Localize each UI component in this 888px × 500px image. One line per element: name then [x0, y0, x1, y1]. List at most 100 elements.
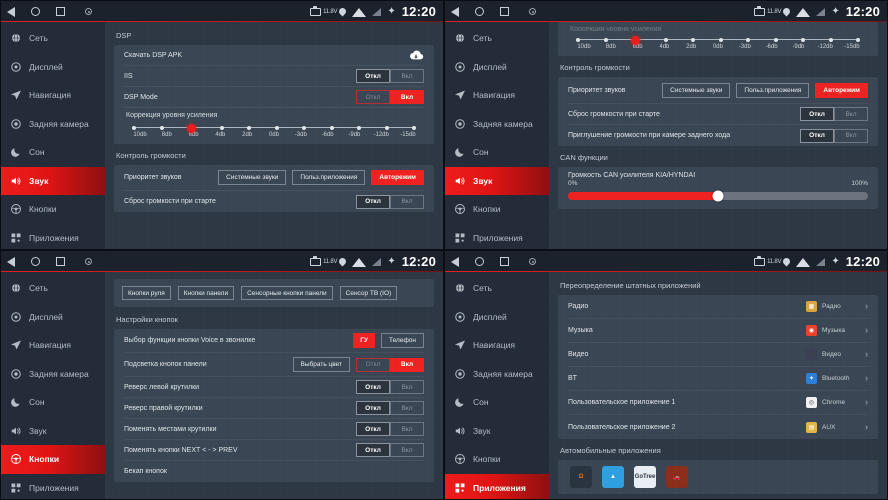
toggle-on-option[interactable]: Вкл	[390, 422, 424, 436]
gain-tick[interactable]	[663, 38, 668, 42]
recent-apps-icon[interactable]	[56, 257, 65, 266]
app-override-value-group[interactable]: ◉ Музыка ›	[806, 325, 868, 336]
priority-option-auto[interactable]: Авторежим	[371, 170, 424, 185]
gain-tick[interactable]	[274, 126, 279, 130]
app-override-row[interactable]: BT ✦ Bluetooth ›	[568, 367, 868, 391]
recent-apps-icon[interactable]	[500, 257, 509, 266]
row-volume-reset-on-start-partial[interactable]: Сброс громкости при старте Откл Вкл	[124, 191, 424, 212]
reverse-left-knob-toggle[interactable]: Откл Вкл	[356, 380, 424, 394]
chevron-right-icon[interactable]: ›	[865, 349, 868, 359]
row-reverse-right-knob[interactable]: Реверс правой крутилки Откл Вкл	[124, 398, 424, 419]
gain-tick[interactable]	[746, 38, 750, 42]
gain-tick-selected[interactable]	[187, 123, 196, 133]
toggle-off-option[interactable]: Откл	[356, 357, 390, 372]
row-swap-knobs[interactable]: Поменять местами крутилки Откл Вкл	[124, 419, 424, 440]
tpms-app-icon[interactable]: Ω	[570, 466, 592, 488]
sidebar-item-6[interactable]: Звук	[445, 417, 549, 446]
sidebar-item-5[interactable]: Сон	[445, 138, 549, 167]
voice-option-phone[interactable]: Телефон	[381, 333, 424, 348]
car-apps-list[interactable]: Ω ▲ GoTree 🚗	[568, 460, 868, 494]
toggle-off-option[interactable]: Откл	[356, 380, 390, 394]
gain-tick[interactable]	[329, 126, 334, 130]
sidebar-item-5[interactable]: Сон	[1, 388, 105, 417]
row-voice-button-function[interactable]: Выбор функции кнопки Voice в звонилке ГУ…	[124, 329, 424, 353]
app-override-row[interactable]: Пользовательское приложение 2 ▤ AUX ›	[568, 415, 868, 439]
sidebar-item-6[interactable]: Звук	[1, 417, 105, 446]
priority-options[interactable]: Системные звуки Польз.приложения Автореж…	[218, 170, 424, 185]
sidebar-4[interactable]: Сеть Дисплей Навигация Задняя камера Сон Звук…	[445, 272, 549, 499]
gain-track[interactable]	[576, 35, 860, 45]
buttons-tabs[interactable]: Кнопки руля Кнопки панели Сенсорные кноп…	[114, 279, 434, 307]
android-nav-buttons[interactable]	[451, 6, 536, 17]
gain-tick[interactable]	[801, 38, 805, 42]
toggle-on-option[interactable]: Вкл	[390, 380, 424, 394]
tab-panel-buttons[interactable]: Кнопки панели	[177, 286, 235, 300]
priority-option-user-apps[interactable]: Польз.приложения	[292, 170, 366, 185]
gain-tick[interactable]	[247, 126, 251, 130]
sidebar-item-1[interactable]: Сеть	[1, 274, 105, 303]
sidebar-1[interactable]: Сеть Дисплей Навигация Задняя камера Сон Звук…	[1, 22, 105, 249]
sidebar-item-5[interactable]: Сон	[445, 388, 549, 417]
toggle-on-option[interactable]: Вкл	[834, 128, 868, 143]
toggle-off-option[interactable]: Откл	[356, 69, 390, 83]
chevron-right-icon[interactable]: ›	[865, 301, 868, 311]
app-override-value-group[interactable]: ◎ Chrome ›	[806, 397, 868, 408]
toggle-on-option[interactable]: Вкл	[834, 107, 868, 121]
swap-next-prev-toggle[interactable]: Откл Вкл	[356, 443, 424, 457]
sidebar-item-8[interactable]: Приложения	[445, 473, 549, 499]
panel-backlight-toggle[interactable]: Откл Вкл	[356, 357, 424, 372]
sidebar-item-3[interactable]: Навигация	[445, 81, 549, 110]
toggle-on-option[interactable]: Вкл	[390, 401, 424, 415]
row-panel-backlight[interactable]: Подсветка кнопок панели Выбрать цвет Отк…	[124, 353, 424, 377]
sidebar-item-2[interactable]: Дисплей	[445, 303, 549, 332]
home-icon[interactable]	[31, 257, 40, 266]
gain-tick[interactable]	[576, 38, 580, 42]
sidebar-item-3[interactable]: Навигация	[1, 81, 105, 110]
app-override-value-group[interactable]: ✦ Bluetooth ›	[806, 373, 868, 384]
sidebar-item-3[interactable]: Навигация	[445, 331, 549, 360]
row-reverse-left-knob[interactable]: Реверс левой крутилки Откл Вкл	[124, 377, 424, 398]
app-override-value-group[interactable]: ◍ Видео ›	[806, 349, 868, 360]
nav-arrow-app-icon[interactable]: ▲	[602, 466, 624, 488]
recent-apps-icon[interactable]	[56, 7, 65, 16]
back-icon[interactable]	[451, 256, 459, 267]
priority-option-user-apps[interactable]: Польз.приложения	[736, 82, 810, 98]
gain-tick[interactable]	[159, 126, 164, 130]
priority-option-system[interactable]: Системные звуки	[662, 82, 731, 98]
gain-tick[interactable]	[412, 126, 416, 130]
dot-icon[interactable]	[85, 8, 92, 15]
sidebar-item-1[interactable]: Сеть	[1, 24, 105, 53]
car-game-app-icon[interactable]: 🚗	[666, 466, 688, 488]
chevron-right-icon[interactable]: ›	[865, 373, 868, 383]
sidebar-item-2[interactable]: Дисплей	[445, 53, 549, 82]
sidebar-item-6[interactable]: Звук	[1, 166, 105, 195]
back-icon[interactable]	[7, 6, 15, 17]
sidebar-item-1[interactable]: Сеть	[445, 24, 549, 53]
gain-tick[interactable]	[219, 126, 224, 130]
home-icon[interactable]	[475, 257, 484, 266]
gain-tick[interactable]	[856, 38, 860, 42]
priority-option-system[interactable]: Системные звуки	[218, 170, 287, 185]
tab-touch-panel-buttons[interactable]: Сенсорные кнопки панели	[241, 286, 333, 300]
sidebar-item-5[interactable]: Сон	[1, 138, 105, 167]
app-override-row[interactable]: Пользовательское приложение 1 ◎ Chrome ›	[568, 391, 868, 415]
gain-tick[interactable]	[357, 126, 361, 130]
sidebar-item-2[interactable]: Дисплей	[1, 303, 105, 332]
swap-knobs-toggle[interactable]: Откл Вкл	[356, 422, 424, 436]
tab-steering-wheel-buttons[interactable]: Кнопки руля	[122, 286, 171, 300]
sidebar-item-4[interactable]: Задняя камера	[445, 360, 549, 389]
toggle-on-option[interactable]: Вкл	[390, 194, 424, 209]
sidebar-item-6[interactable]: Звук	[445, 166, 549, 195]
sidebar-item-8[interactable]: Приложения	[1, 474, 105, 500]
gain-tick[interactable]	[302, 126, 306, 130]
priority-option-auto[interactable]: Авторежим	[815, 82, 868, 98]
toggle-off-option[interactable]: Откл	[800, 107, 834, 121]
sidebar-item-7[interactable]: Кнопки	[1, 195, 105, 224]
dsp-mode-toggle[interactable]: Откл Вкл	[356, 90, 424, 104]
cloud-download-icon[interactable]	[408, 49, 424, 61]
chevron-right-icon[interactable]: ›	[865, 325, 868, 335]
row-download-dsp-apk[interactable]: Скачать DSP APK	[124, 45, 424, 66]
android-nav-buttons[interactable]	[7, 256, 92, 267]
toggle-off-option[interactable]: Откл	[356, 443, 390, 457]
gain-tick[interactable]	[691, 38, 695, 42]
